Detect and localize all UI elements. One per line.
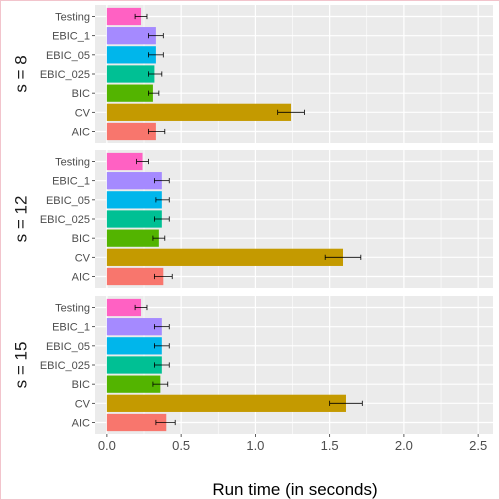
bar-ebic-1 <box>106 27 156 45</box>
panel-strip-label: s = 12 <box>11 196 30 243</box>
y-tick-label: EBIC_025 <box>40 360 90 372</box>
error-bar-cv <box>324 254 362 260</box>
bar-aic <box>106 413 167 432</box>
y-tick-label: CV <box>75 398 91 410</box>
panel-1: Testing EBIC_1 EBIC_05 EBIC_025 BIC CV AIC s = … <box>11 5 493 143</box>
y-tick-label: EBIC_1 <box>52 322 90 334</box>
x-tick-label: 2.0 <box>395 438 413 453</box>
error-bar-ebic-05 <box>155 197 170 203</box>
x-tick-label: 1.0 <box>246 438 264 453</box>
x-tick-label: 0.5 <box>172 438 190 453</box>
error-bar-bic <box>152 381 169 387</box>
y-tick-label: Testing <box>55 12 90 24</box>
y-tick-label: EBIC_1 <box>52 176 90 188</box>
error-bar-testing <box>134 304 148 311</box>
bar-testing <box>106 7 142 26</box>
y-tick-label: EBIC_05 <box>46 50 90 62</box>
error-bar-aic <box>154 273 173 280</box>
y-tick-label: Testing <box>55 157 90 169</box>
panel-3: Testing EBIC_1 EBIC_05 EBIC_025 BIC CV AIC s = … <box>11 296 493 434</box>
error-bar-ebic-1 <box>148 33 164 39</box>
y-tick-label: EBIC_025 <box>40 69 90 81</box>
error-bar-aic <box>148 128 166 135</box>
bar-ebic-025 <box>106 65 155 83</box>
x-tick-label: 1.5 <box>321 438 339 453</box>
error-bar-bic <box>152 235 166 241</box>
y-tick-label: BIC <box>72 379 90 391</box>
bar-cv <box>106 248 344 266</box>
bar-testing <box>106 298 142 317</box>
error-bar-ebic-1 <box>154 324 170 330</box>
bar-ebic-05 <box>106 337 162 355</box>
error-bar-cv <box>329 400 363 406</box>
error-bar-cv <box>277 109 305 115</box>
y-tick-label: AIC <box>72 272 90 284</box>
y-tick-label: CV <box>75 107 91 119</box>
bar-bic <box>106 229 159 247</box>
y-tick-label: AIC <box>72 418 90 430</box>
bar-ebic-1 <box>106 172 162 190</box>
bar-ebic-025 <box>106 356 162 374</box>
bar-ebic-1 <box>106 318 162 336</box>
error-bar-ebic-025 <box>154 216 170 222</box>
y-tick-label: EBIC_025 <box>40 214 90 226</box>
error-bar-ebic-05 <box>148 52 164 58</box>
bar-cv <box>106 394 346 412</box>
bar-cv <box>106 103 292 121</box>
x-axis-title: Run time (in seconds) <box>212 480 377 499</box>
panel-strip-label: s = 8 <box>11 55 30 92</box>
error-bar-ebic-025 <box>154 362 170 368</box>
panels: Testing EBIC_1 EBIC_05 EBIC_025 BIC CV AIC s = … <box>11 5 493 434</box>
error-bar-ebic-05 <box>154 343 170 349</box>
y-tick-label: EBIC_1 <box>52 31 90 43</box>
error-bar-testing <box>134 13 148 20</box>
y-tick-label: CV <box>75 252 91 264</box>
error-bar-ebic-1 <box>154 178 170 184</box>
bar-bic <box>106 84 153 102</box>
y-tick-label: BIC <box>72 233 90 245</box>
error-bar-aic <box>155 419 176 426</box>
y-tick-label: AIC <box>72 127 90 139</box>
y-tick-label: BIC <box>72 88 90 100</box>
panel-strip-label: s = 15 <box>11 342 30 389</box>
bar-ebic-025 <box>106 210 162 228</box>
bar-aic <box>106 122 156 141</box>
bar-testing <box>106 152 143 171</box>
bar-ebic-05 <box>106 191 162 209</box>
bar-ebic-05 <box>106 46 156 64</box>
x-tick-label: 0.0 <box>98 438 116 453</box>
error-bar-ebic-025 <box>148 71 163 77</box>
bar-aic <box>106 267 164 286</box>
y-tick-label: EBIC_05 <box>46 341 90 353</box>
error-bar-testing <box>136 158 149 165</box>
x-axis: 0.0 0.5 1.0 1.5 2.0 2.5 <box>98 434 487 453</box>
x-tick-label: 2.5 <box>469 438 487 453</box>
y-tick-label: Testing <box>55 303 90 315</box>
y-tick-label: EBIC_05 <box>46 195 90 207</box>
error-bar-bic <box>148 90 160 96</box>
panel-2: Testing EBIC_1 EBIC_05 EBIC_025 BIC CV AIC s = … <box>11 150 493 288</box>
bar-bic <box>106 375 161 393</box>
